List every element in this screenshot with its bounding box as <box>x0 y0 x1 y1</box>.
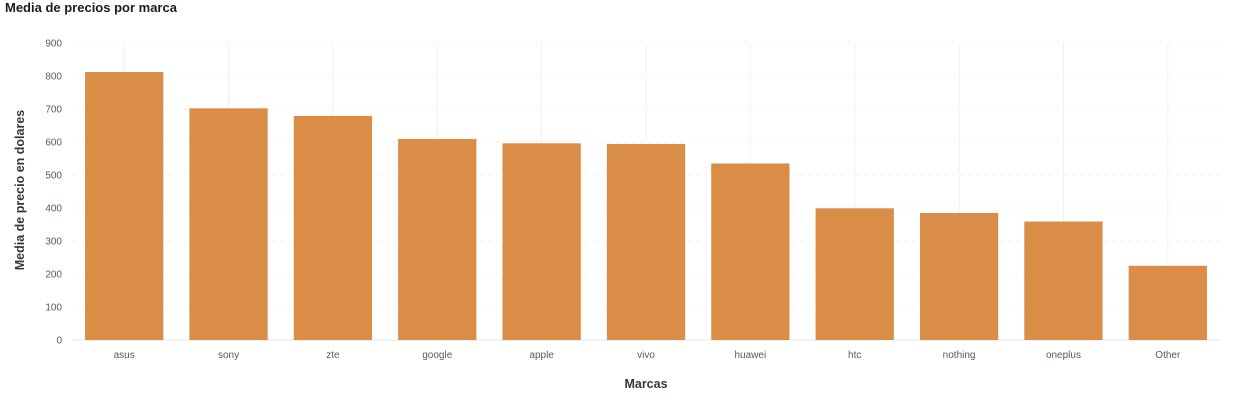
x-tick-label: Other <box>1155 350 1181 361</box>
bar-htc[interactable] <box>815 208 894 340</box>
y-tick-label: 0 <box>56 336 62 347</box>
y-tick-label: 100 <box>45 303 62 314</box>
y-tick-label: 700 <box>45 105 62 116</box>
chart-title: Media de precios por marca <box>5 0 177 15</box>
y-tick-label: 300 <box>45 237 62 248</box>
y-tick-label: 900 <box>45 39 62 50</box>
y-tick-label: 400 <box>45 204 62 215</box>
x-tick-label: sony <box>218 350 239 361</box>
bar-nothing[interactable] <box>919 212 999 340</box>
x-tick-label: zte <box>326 350 340 361</box>
y-tick-label: 800 <box>45 72 62 83</box>
x-axis-title: Marcas <box>624 377 667 391</box>
bar-other[interactable] <box>1128 265 1207 340</box>
y-tick-label: 200 <box>45 270 62 281</box>
bar-google[interactable] <box>398 139 477 340</box>
bar-oneplus[interactable] <box>1024 221 1103 340</box>
x-tick-label: apple <box>529 350 554 361</box>
bar-huawei[interactable] <box>711 163 790 340</box>
x-tick-label: vivo <box>637 350 655 361</box>
y-tick-label: 500 <box>45 171 62 182</box>
x-axis-ticks: asus sony zte google apple vivo huawei htc nothi… <box>114 350 1181 361</box>
bar-sony[interactable] <box>189 108 268 340</box>
bar-asus[interactable] <box>85 72 164 340</box>
y-axis-title: Media de precio en dolares <box>13 110 27 271</box>
bar-zte[interactable] <box>293 115 373 341</box>
x-tick-label: nothing <box>943 350 976 361</box>
x-tick-label: htc <box>848 350 861 361</box>
x-tick-label: asus <box>114 350 135 361</box>
bars <box>85 72 1207 341</box>
x-tick-label: oneplus <box>1046 350 1081 361</box>
y-tick-label: 600 <box>45 138 62 149</box>
x-tick-label: google <box>422 350 452 361</box>
bar-apple[interactable] <box>502 143 581 340</box>
bar-vivo[interactable] <box>606 143 686 340</box>
y-axis-ticks: 0 100 200 300 400 500 600 700 800 900 <box>45 39 62 347</box>
x-tick-label: huawei <box>735 350 767 361</box>
